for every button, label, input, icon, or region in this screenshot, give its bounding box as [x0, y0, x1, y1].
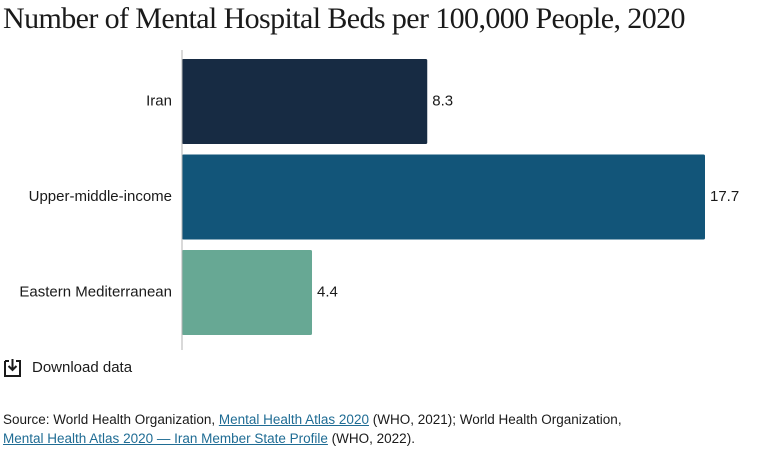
bar-eastern-mediterranean[interactable] — [182, 250, 313, 335]
download-icon — [4, 359, 21, 377]
source-suffix: (WHO, 2022). — [327, 431, 415, 446]
bar-chart: Iran 8.3 Upper-middle-income 17.7 Eastern Me… — [19, 50, 739, 350]
value-label: 8.3 — [432, 92, 453, 109]
source-mid: (WHO, 2021); World Health Organization, — [368, 412, 622, 427]
bar-upper-middle-income[interactable] — [182, 154, 705, 240]
chart-title: Number of Mental Hospital Beds per 100,0… — [3, 2, 685, 35]
bars-group: Iran 8.3 Upper-middle-income 17.7 Eastern Me… — [19, 59, 739, 335]
category-label: Eastern Mediterranean — [19, 283, 172, 300]
source-link-atlas-2020[interactable]: Mental Health Atlas 2020 — [218, 412, 369, 427]
source-prefix: Source: World Health Organization, — [3, 412, 219, 427]
bar-iran[interactable] — [182, 59, 428, 144]
category-label: Iran — [146, 92, 172, 109]
source-note: Source: World Health Organization, Menta… — [3, 410, 773, 448]
download-data-label: Download data — [32, 359, 133, 376]
category-label: Upper-middle-income — [29, 188, 172, 205]
source-link-iran-profile[interactable]: Mental Health Atlas 2020 — Iran Member S… — [3, 431, 328, 446]
download-data-button[interactable]: Download data — [4, 358, 132, 377]
value-label: 4.4 — [317, 283, 338, 300]
value-label: 17.7 — [710, 188, 739, 205]
